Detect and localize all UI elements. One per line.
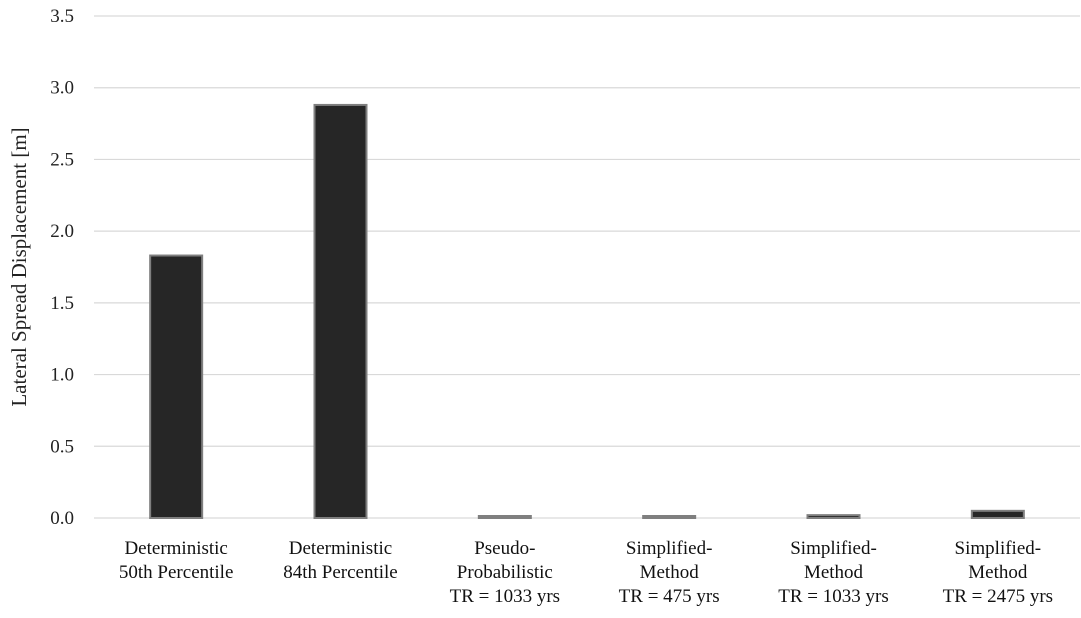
y-tick-label: 0.0 [50, 508, 74, 529]
x-category-label-line: Simplified- [790, 538, 877, 559]
x-category-label-line: Deterministic [289, 538, 392, 559]
y-tick-label: 1.0 [50, 365, 74, 386]
x-category-label-line: Deterministic [124, 538, 227, 559]
x-category-label: Simplified- Method TR = 2475 yrs [943, 538, 1053, 607]
bar [477, 515, 532, 519]
x-category-label-line: 84th Percentile [283, 562, 398, 583]
y-tick-label: 2.5 [50, 149, 74, 170]
y-tick-label: 0.5 [50, 436, 74, 457]
x-category-label-line: Probabilistic [457, 562, 553, 583]
x-category-label: Simplified- Method TR = 475 yrs [619, 538, 720, 607]
x-category-label-line: Method [804, 562, 864, 583]
y-tick-label: 1.5 [50, 293, 74, 314]
bar [970, 509, 1025, 520]
gridlines [94, 15, 1080, 519]
y-axis-ticks: 0.0 0.5 1.0 1.5 2.0 2.5 3.0 3.5 [50, 6, 74, 529]
bars [149, 103, 1025, 520]
y-tick-label: 2.0 [50, 221, 74, 242]
bar [149, 254, 204, 519]
x-category-label-line: 50th Percentile [119, 562, 234, 583]
x-category-label-line: TR = 475 yrs [619, 586, 720, 607]
x-category-label-line: TR = 1033 yrs [450, 586, 560, 607]
y-axis-label: Lateral Spread Displacement [m] [7, 127, 31, 406]
x-category-label-line: Method [640, 562, 700, 583]
x-category-label: Simplified- Method TR = 1033 yrs [778, 538, 888, 607]
x-axis-categories: Deterministic 50th PercentileDeterministi… [119, 538, 1053, 607]
x-category-label-line: Method [968, 562, 1028, 583]
bar [806, 514, 861, 519]
y-tick-label: 3.5 [50, 6, 74, 27]
bar [313, 103, 368, 519]
x-category-label-line: Pseudo- [474, 538, 535, 559]
x-category-label: Deterministic 50th Percentile [119, 538, 234, 583]
x-category-label: Pseudo- Probabilistic TR = 1033 yrs [450, 538, 560, 607]
x-category-label-line: Simplified- [955, 538, 1042, 559]
bar [642, 515, 697, 519]
x-category-label: Deterministic 84th Percentile [283, 538, 398, 583]
x-category-label-line: TR = 2475 yrs [943, 586, 1053, 607]
x-category-label-line: TR = 1033 yrs [778, 586, 888, 607]
x-category-label-line: Simplified- [626, 538, 713, 559]
y-tick-label: 3.0 [50, 78, 74, 99]
